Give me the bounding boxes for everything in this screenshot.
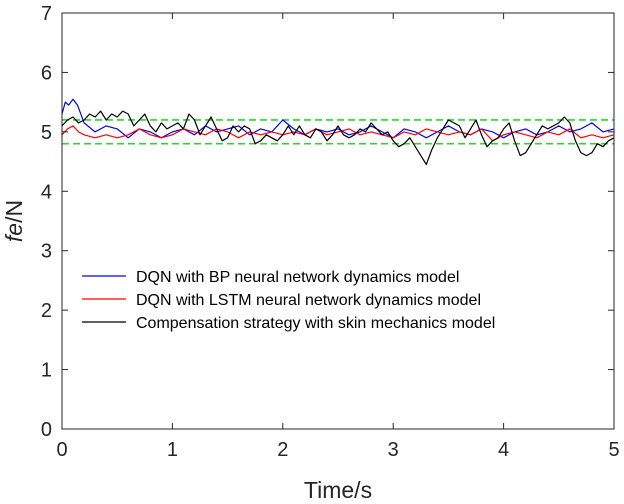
x-tick-label: 5 [608, 439, 619, 461]
y-tick-label: 6 [41, 62, 52, 84]
y-axis-label-unit: /N [1, 200, 27, 223]
y-tick-label: 5 [41, 122, 52, 144]
series-line-3 [61, 110, 615, 166]
y-axis-label-italic: fe [1, 223, 27, 242]
legend-entry: Compensation strategy with skin mechanic… [136, 315, 495, 332]
x-tick-label: 4 [498, 439, 509, 461]
x-tick-label: 0 [56, 439, 67, 461]
y-tick-label: 4 [41, 181, 52, 203]
y-tick-label: 1 [41, 360, 52, 382]
x-axis-label: Time/s [304, 477, 372, 503]
series-line-1 [61, 98, 615, 139]
legend-entry: DQN with BP neural network dynamics mode… [136, 269, 459, 286]
plot-frame [61, 12, 615, 430]
y-tick-label: 2 [41, 300, 52, 322]
series-layer [61, 98, 615, 166]
x-axis: 0 1 2 3 4 5 [56, 13, 620, 461]
legend: DQN with BP neural network dynamics mode… [74, 262, 602, 341]
legend-entry: DQN with LSTM neural network dynamics mo… [136, 292, 481, 309]
y-tick-label: 3 [41, 241, 52, 263]
x-tick-label: 1 [167, 439, 178, 461]
x-tick-label: 3 [388, 439, 399, 461]
y-tick-label: 7 [41, 3, 52, 25]
y-axis: 0 1 2 3 4 5 6 7 [41, 3, 614, 441]
series-line-2 [61, 125, 615, 142]
x-tick-label: 2 [277, 439, 288, 461]
y-tick-label: 0 [41, 419, 52, 441]
reference-lines [62, 119, 614, 145]
legend-box [74, 262, 602, 341]
y-axis-label: fe/N [1, 200, 27, 242]
